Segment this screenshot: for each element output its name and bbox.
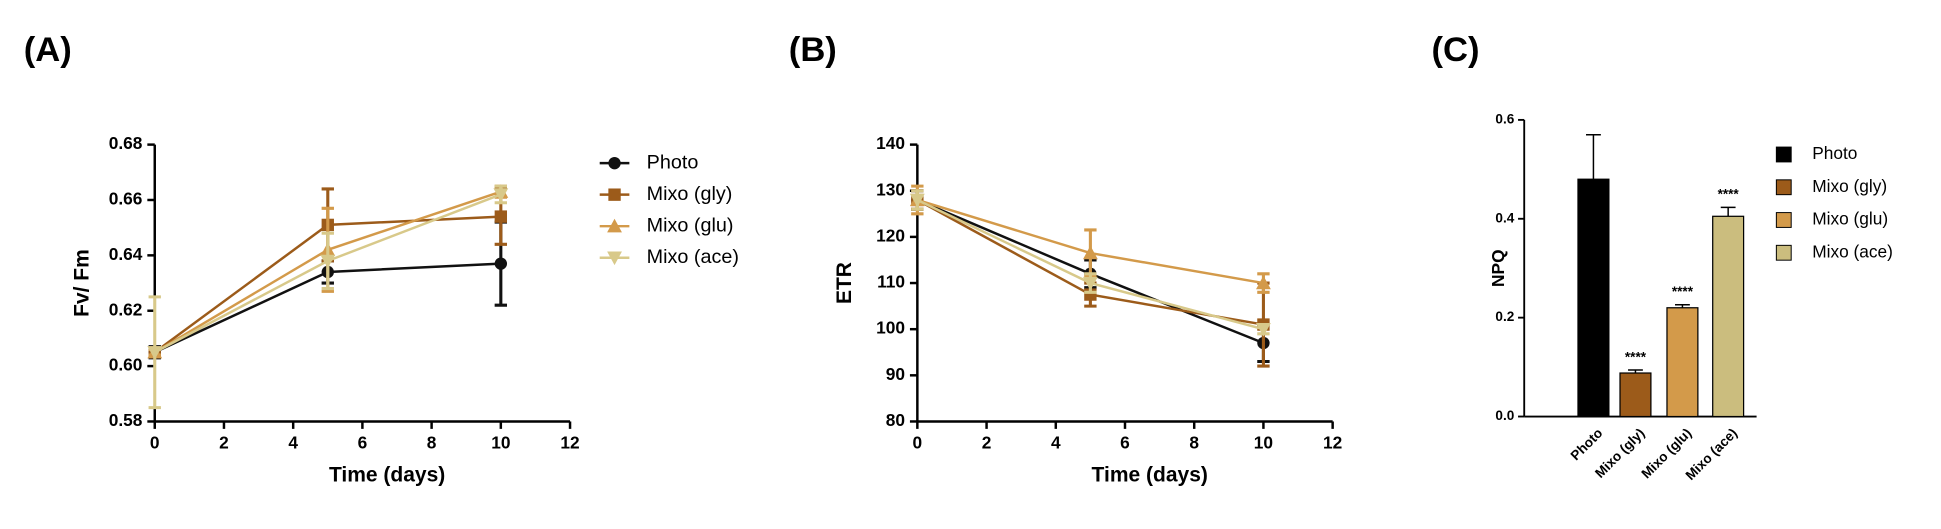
error-bar [1720, 206, 1736, 217]
x-tick-label: 2 [982, 432, 992, 452]
y-tick-label: 130 [876, 179, 905, 199]
y-axis-label: ETR [833, 262, 856, 304]
y-tick-label: 0.66 [109, 189, 143, 209]
legend-swatch [1775, 244, 1792, 261]
legend-label: Mixo (glu) [647, 214, 734, 236]
x-tick-label: 2 [219, 432, 229, 452]
y-axis-label: NPQ [1488, 249, 1508, 286]
series [909, 184, 1271, 294]
marker [494, 210, 508, 223]
error-bar [1586, 133, 1601, 180]
x-tick-label: 12 [560, 432, 579, 452]
marker [607, 218, 622, 233]
x-tick-label: 0 [150, 432, 160, 452]
marker [909, 193, 925, 208]
bar [1619, 372, 1652, 418]
x-tick-label: 6 [1120, 432, 1130, 452]
x-tick-label: 12 [1323, 432, 1342, 452]
legend-label: Mixo (gly) [647, 183, 733, 205]
x-tick-label: 0 [913, 432, 923, 452]
marker [147, 346, 163, 360]
y-tick-label: 0.4 [1495, 210, 1514, 225]
y-tick-label: 0.68 [109, 133, 143, 153]
y-tick-label: 0.62 [109, 299, 143, 319]
annotation: **** [1625, 349, 1647, 364]
y-tick-label: 0.64 [109, 244, 143, 264]
bar [1712, 215, 1745, 418]
marker [607, 251, 622, 266]
legend-label: Mixo (gly) [1812, 176, 1887, 196]
marker [1082, 245, 1098, 260]
y-tick-label: 0.58 [109, 410, 143, 430]
annotation: **** [1672, 284, 1694, 299]
y-tick-label: 140 [876, 133, 905, 153]
panel-label: (B) [789, 31, 837, 69]
marker [320, 254, 336, 269]
x-tick-label: 10 [1254, 432, 1273, 452]
legend-label: Mixo (ace) [647, 246, 739, 268]
bar [1577, 178, 1610, 418]
marker [1082, 276, 1098, 291]
panel-label: (A) [24, 31, 72, 69]
legend-swatch [1775, 179, 1792, 196]
x-tick-label: 4 [1051, 432, 1061, 452]
y-tick-label: 120 [876, 225, 905, 245]
x-tick-label: 8 [427, 432, 437, 452]
legend-label: Mixo (ace) [1812, 241, 1893, 261]
x-tick-label: 6 [358, 432, 368, 452]
x-tick-label: 4 [288, 432, 298, 452]
x-tick-label: 8 [1189, 432, 1199, 452]
series [147, 184, 509, 410]
series [909, 189, 1271, 337]
x-tick-label: 10 [491, 432, 510, 452]
marker [1256, 323, 1271, 337]
x-tick-label: Photo [1568, 425, 1606, 463]
error-bar [1628, 369, 1643, 374]
legend-swatch [1775, 146, 1792, 163]
marker [1256, 275, 1271, 290]
marker [608, 188, 621, 201]
error-bar [1675, 304, 1690, 308]
y-tick-label: 0.60 [109, 355, 143, 375]
legend-swatch [1775, 212, 1792, 228]
bar [1666, 307, 1699, 418]
panel-label: (C) [1432, 31, 1480, 69]
y-tick-label: 110 [877, 272, 905, 292]
y-tick-label: 0.2 [1495, 309, 1514, 324]
y-tick-label: 0.0 [1495, 408, 1514, 423]
marker [494, 257, 508, 270]
x-axis-label: Time (days) [329, 463, 445, 486]
legend-label: Photo [647, 151, 699, 173]
y-tick-label: 90 [886, 364, 905, 384]
y-axis-label: Fv/ Fm [71, 249, 94, 317]
legend-label: Photo [1812, 143, 1857, 163]
y-tick-label: 0.6 [1495, 111, 1514, 126]
legend-label: Mixo (glu) [1812, 209, 1888, 229]
annotation: **** [1718, 187, 1740, 202]
marker [493, 188, 509, 202]
y-tick-label: 100 [876, 318, 905, 338]
x-axis-label: Time (days) [1092, 463, 1208, 486]
y-tick-label: 80 [886, 410, 905, 430]
marker [608, 156, 621, 170]
